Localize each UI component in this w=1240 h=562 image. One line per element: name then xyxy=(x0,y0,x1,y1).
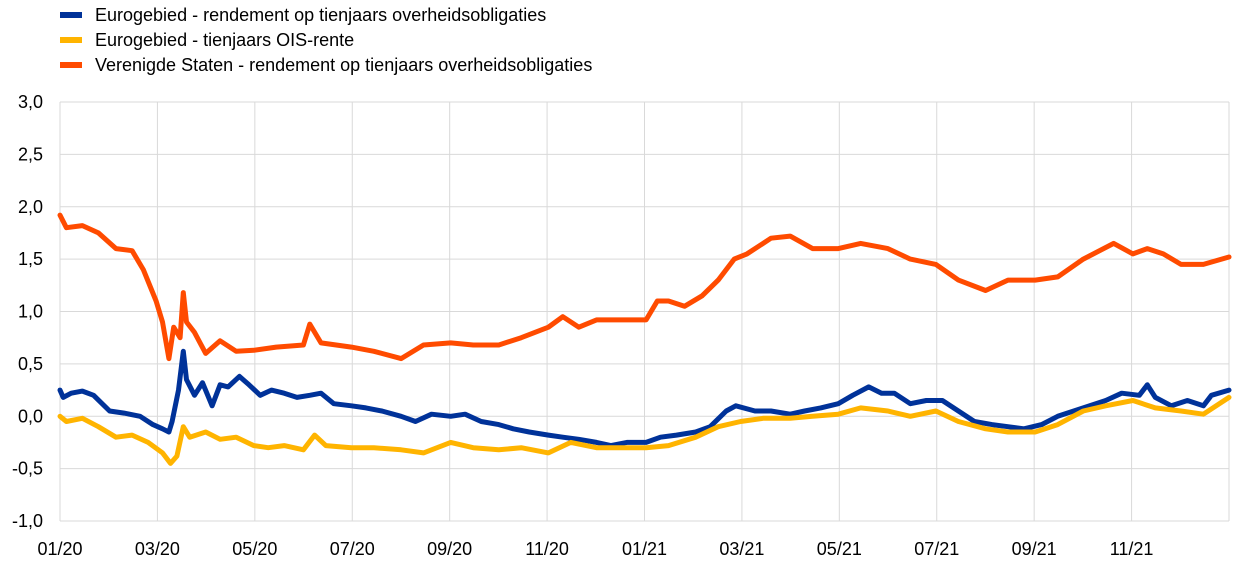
series-line-1 xyxy=(57,348,1232,449)
x-tick-label: 01/20 xyxy=(37,539,82,559)
x-axis-tick-labels: 01/20 03/20 05/20 07/20 09/20 11/20 01/21 03/21… xyxy=(37,539,1153,559)
x-tick-label: 09/21 xyxy=(1012,539,1057,559)
x-tick-label: 09/20 xyxy=(427,539,472,559)
legend-swatch xyxy=(60,37,82,43)
x-tick-label: 11/21 xyxy=(1110,539,1154,559)
chart-grid xyxy=(59,101,1230,522)
y-tick-label: 0,5 xyxy=(18,354,43,374)
y-tick-label: -0,5 xyxy=(12,459,43,479)
y-tick-label: 1,0 xyxy=(18,302,43,322)
y-tick-label: 1,5 xyxy=(18,249,43,269)
x-tick-label: 11/20 xyxy=(525,539,569,559)
legend-label: Eurogebied - rendement op tienjaars over… xyxy=(95,5,546,25)
series-line-3 xyxy=(57,212,1232,362)
chart-legend: Eurogebied - rendement op tienjaars over… xyxy=(60,5,592,75)
x-tick-label: 07/20 xyxy=(330,539,375,559)
series-line-2 xyxy=(57,394,1232,466)
y-tick-label: 2,5 xyxy=(18,144,43,164)
x-tick-label: 07/21 xyxy=(914,539,959,559)
y-tick-label: -1,0 xyxy=(12,511,43,531)
chart-series xyxy=(57,212,1232,466)
y-tick-label: 3,0 xyxy=(18,92,43,112)
x-tick-label: 03/21 xyxy=(719,539,764,559)
x-tick-label: 01/21 xyxy=(622,539,667,559)
legend-label: Verenigde Staten - rendement op tienjaar… xyxy=(95,55,592,75)
x-tick-label: 05/21 xyxy=(817,539,862,559)
legend-swatch xyxy=(60,62,82,68)
x-tick-label: 05/20 xyxy=(232,539,277,559)
y-tick-label: 2,0 xyxy=(18,197,43,217)
y-axis-tick-labels: 3,0 2,5 2,0 1,5 1,0 0,5 0,0 -0,5 -1,0 xyxy=(12,92,43,531)
y-tick-label: 0,0 xyxy=(18,406,43,426)
x-tick-label: 03/20 xyxy=(135,539,180,559)
legend-swatch xyxy=(60,12,82,18)
legend-label: Eurogebied - tienjaars OIS-rente xyxy=(95,30,354,50)
